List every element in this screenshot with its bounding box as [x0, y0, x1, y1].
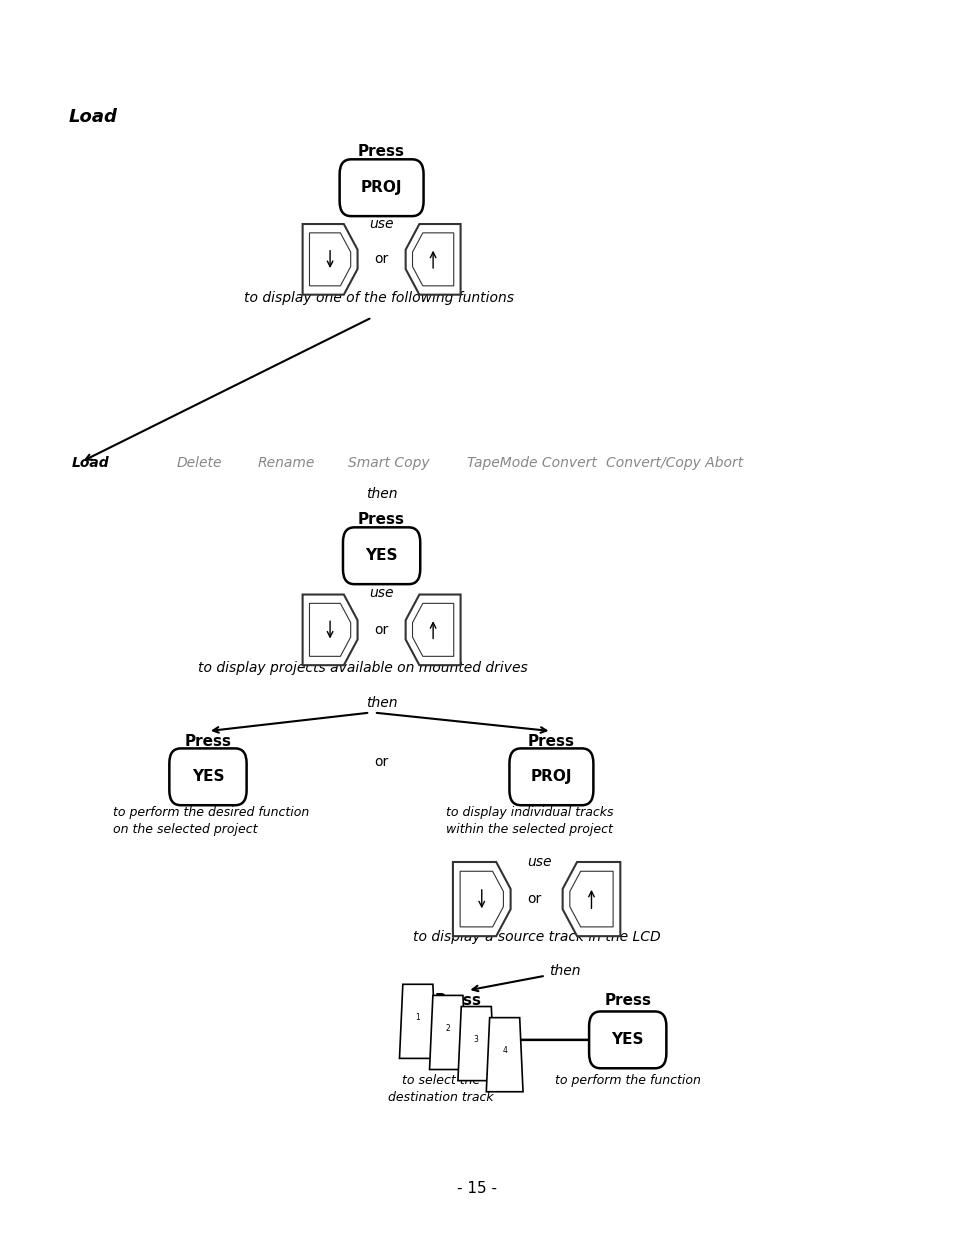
Text: then: then — [365, 487, 397, 501]
Polygon shape — [569, 871, 613, 927]
Polygon shape — [453, 862, 510, 936]
Polygon shape — [302, 224, 357, 295]
Text: Rename: Rename — [257, 456, 314, 471]
Text: Press: Press — [184, 734, 232, 748]
Text: or: or — [527, 892, 540, 906]
Polygon shape — [302, 594, 357, 666]
Text: or: or — [375, 252, 388, 267]
Text: Smart Copy: Smart Copy — [348, 456, 430, 471]
Text: use: use — [369, 585, 394, 600]
Text: then: then — [549, 963, 580, 978]
FancyBboxPatch shape — [339, 159, 423, 216]
Text: YES: YES — [611, 1032, 643, 1047]
Text: Press: Press — [357, 513, 405, 527]
FancyBboxPatch shape — [343, 527, 420, 584]
FancyBboxPatch shape — [589, 1011, 665, 1068]
Text: to perform the desired function: to perform the desired function — [112, 806, 309, 819]
Text: Convert/Copy Abort: Convert/Copy Abort — [605, 456, 742, 471]
Text: or: or — [375, 622, 388, 637]
Text: Press: Press — [357, 144, 405, 159]
FancyBboxPatch shape — [509, 748, 593, 805]
Text: 1: 1 — [416, 1013, 419, 1023]
Text: Load: Load — [69, 109, 117, 126]
Text: Press: Press — [603, 993, 651, 1008]
Text: Delete: Delete — [176, 456, 222, 471]
Text: 4: 4 — [501, 1046, 507, 1056]
Polygon shape — [457, 1007, 494, 1081]
Polygon shape — [562, 862, 619, 936]
Polygon shape — [399, 984, 436, 1058]
Polygon shape — [459, 871, 503, 927]
Polygon shape — [486, 1018, 522, 1092]
Text: 2: 2 — [445, 1024, 450, 1034]
Text: - 15 -: - 15 - — [456, 1181, 497, 1195]
Text: YES: YES — [192, 769, 224, 784]
Text: to perform the function: to perform the function — [555, 1074, 700, 1087]
Text: on the selected project: on the selected project — [112, 824, 256, 836]
Text: to select the: to select the — [401, 1074, 479, 1087]
Polygon shape — [412, 604, 454, 656]
Text: Press: Press — [434, 993, 481, 1008]
Text: PROJ: PROJ — [530, 769, 572, 784]
Text: use: use — [526, 855, 551, 869]
Text: 3: 3 — [474, 1035, 478, 1045]
Polygon shape — [412, 233, 454, 285]
Text: TapeMode Convert: TapeMode Convert — [467, 456, 597, 471]
Text: to display projects available on mounted drives: to display projects available on mounted… — [197, 661, 527, 676]
Polygon shape — [405, 594, 460, 666]
Text: PROJ: PROJ — [360, 180, 402, 195]
Text: within the selected project: within the selected project — [446, 824, 613, 836]
Polygon shape — [405, 224, 460, 295]
Text: destination track: destination track — [388, 1092, 493, 1104]
Text: Load: Load — [71, 456, 109, 471]
Text: YES: YES — [365, 548, 397, 563]
Text: to display one of the following funtions: to display one of the following funtions — [243, 290, 514, 305]
Text: to display individual tracks: to display individual tracks — [446, 806, 614, 819]
Polygon shape — [429, 995, 466, 1070]
Text: use: use — [369, 216, 394, 231]
Polygon shape — [309, 233, 351, 285]
Text: to display a source track in the LCD: to display a source track in the LCD — [413, 930, 660, 945]
Text: then: then — [365, 695, 397, 710]
Text: Press: Press — [527, 734, 575, 748]
FancyBboxPatch shape — [170, 748, 246, 805]
Polygon shape — [309, 604, 351, 656]
Text: or: or — [375, 755, 388, 769]
